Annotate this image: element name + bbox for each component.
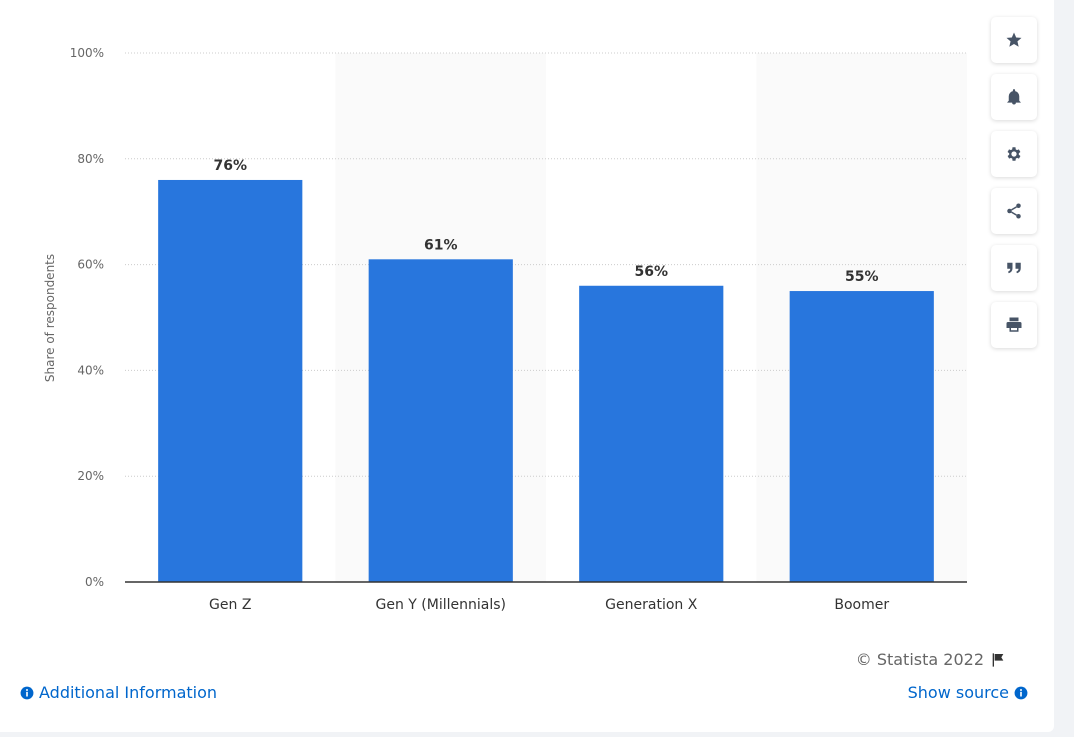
y-tick-label: 80% (77, 152, 104, 166)
settings-button[interactable] (991, 131, 1037, 177)
print-icon (1006, 317, 1022, 332)
category-label: Generation X (605, 597, 698, 613)
y-tick-label: 100% (70, 46, 104, 60)
data-label: 56% (634, 264, 668, 280)
copyright-notice: © Statista 2022 (856, 650, 1006, 669)
bar[interactable] (158, 179, 303, 582)
favorite-button[interactable] (991, 17, 1037, 63)
y-tick-label: 0% (85, 575, 104, 589)
y-tick-label: 40% (77, 363, 104, 377)
bars (158, 179, 934, 582)
gridlines (125, 52, 967, 477)
y-tick-label: 60% (77, 258, 104, 272)
data-label: 76% (213, 158, 247, 174)
data-label: 55% (845, 269, 879, 285)
y-axis-ticks: 0% 20% 40% 60% 80% 100% (70, 46, 104, 589)
info-icon (1014, 686, 1028, 699)
bar[interactable] (368, 259, 513, 582)
show-source-label: Show source (907, 683, 1009, 702)
chart-card: 0% 20% 40% 60% 80% 100% 76% 61% 56% 55% Gen Z Gen… (0, 0, 1054, 732)
bar[interactable] (579, 285, 724, 582)
print-button[interactable] (991, 302, 1037, 348)
bell-icon (1007, 89, 1021, 105)
category-labels: Gen Z Gen Y (Millennials) Generation X Boom… (209, 597, 889, 613)
category-label: Boomer (834, 597, 889, 613)
copyright-text: © Statista 2022 (855, 650, 984, 669)
data-labels: 76% 61% 56% 55% (213, 158, 878, 285)
data-label: 61% (424, 237, 458, 253)
share-icon (1007, 203, 1021, 219)
share-button[interactable] (991, 188, 1037, 234)
info-icon (20, 686, 34, 699)
y-axis-title: Share of respondents (43, 254, 57, 382)
flag-icon[interactable] (990, 652, 1006, 668)
category-label: Gen Z (209, 597, 251, 613)
show-source-link[interactable]: Show source (908, 683, 1028, 702)
bar[interactable] (789, 291, 934, 582)
additional-information-label: Additional Information (39, 683, 218, 702)
cite-button[interactable] (991, 245, 1037, 291)
quote-icon (1007, 262, 1021, 274)
additional-information-link[interactable]: Additional Information (20, 683, 217, 702)
bar-chart: 0%20%40%60%80%100% 76%61%56% 55% Gen Z Gen… (43, 46, 967, 613)
star-icon (1006, 32, 1022, 47)
category-label: Gen Y (Millennials) (376, 597, 506, 613)
notification-button[interactable] (991, 74, 1037, 120)
gear-icon (1007, 147, 1021, 161)
y-tick-label: 20% (77, 469, 104, 483)
